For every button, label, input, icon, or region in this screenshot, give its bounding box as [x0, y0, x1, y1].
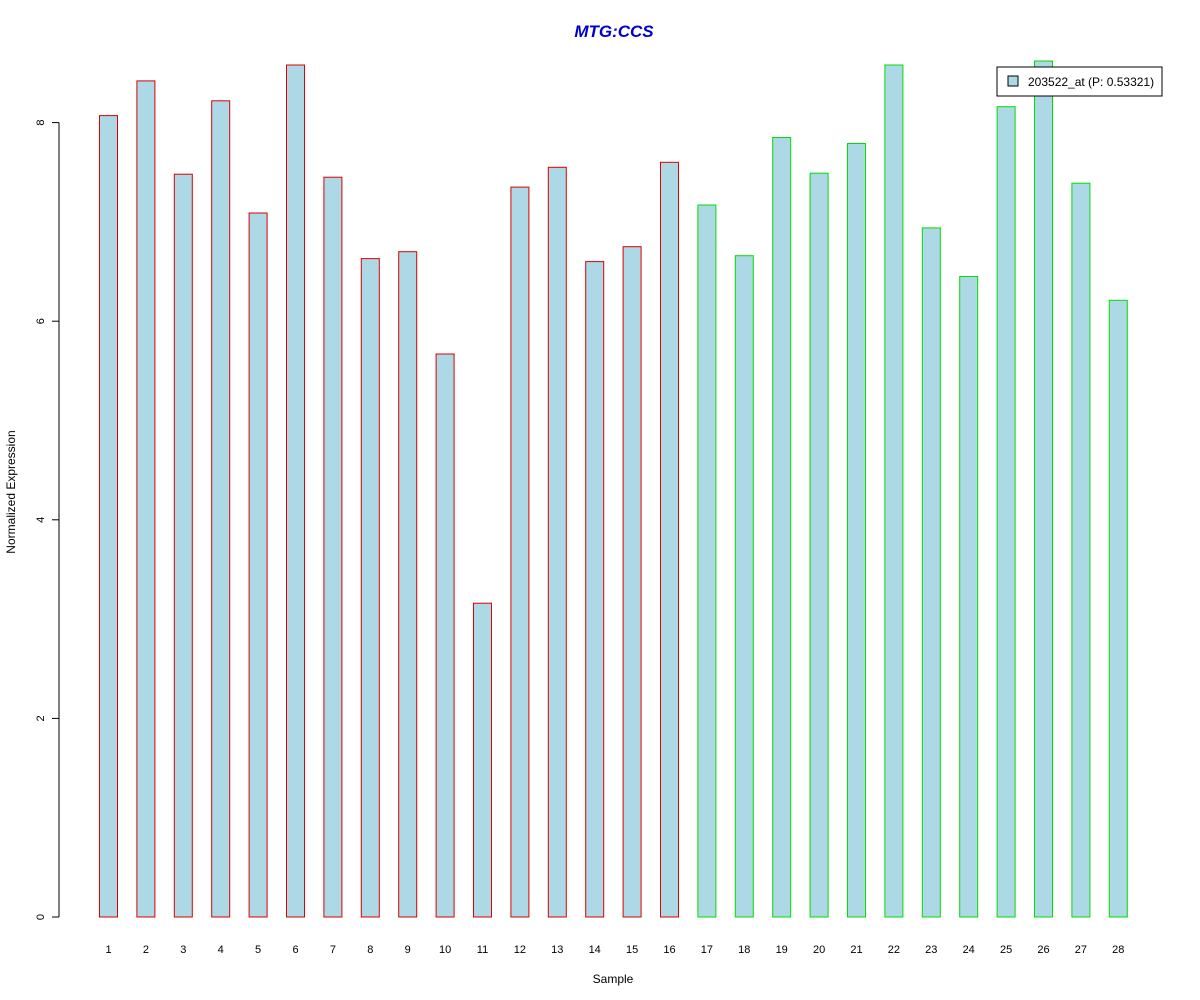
bar-sample-10	[435, 353, 455, 918]
legend-swatch	[1007, 75, 1019, 87]
x-tick-label: 2	[143, 944, 149, 956]
y-tick-label: 8	[35, 120, 47, 126]
x-tick-label: 8	[367, 944, 373, 956]
bar-sample-22	[884, 64, 904, 918]
bar-sample-16	[660, 161, 679, 918]
x-tick-label: 10	[439, 944, 451, 956]
x-tick-label: 6	[292, 944, 298, 956]
bar-sample-21	[847, 143, 866, 918]
x-tick-label: 5	[255, 944, 261, 956]
bar-sample-14	[585, 261, 605, 918]
bar-sample-15	[622, 246, 642, 918]
y-axis-label: Normalized Expression	[4, 430, 18, 553]
x-tick-label: 15	[626, 944, 638, 956]
bar-sample-12	[510, 186, 530, 918]
x-tick-label: 26	[1037, 944, 1049, 956]
bar-sample-3	[173, 173, 193, 918]
bar-sample-8	[360, 258, 380, 918]
y-tick-label: 2	[35, 715, 47, 721]
x-tick-label: 7	[330, 944, 336, 956]
bar-sample-1	[99, 115, 118, 918]
bar-sample-24	[959, 276, 979, 918]
bar-sample-2	[136, 80, 156, 918]
x-tick-label: 13	[551, 944, 563, 956]
y-tick-label: 0	[35, 914, 47, 920]
x-tick-label: 21	[850, 944, 862, 956]
x-tick-label: 24	[963, 944, 975, 956]
bar-sample-25	[996, 106, 1016, 918]
bar-sample-20	[809, 172, 829, 918]
x-tick-label: 28	[1112, 944, 1124, 956]
x-tick-label: 23	[925, 944, 937, 956]
y-tick-label: 4	[35, 517, 47, 523]
y-axis: 0 2 4 6 8	[35, 120, 60, 920]
bar-sample-27	[1071, 182, 1091, 918]
x-tick-label: 3	[180, 944, 186, 956]
x-tick-label: 11	[477, 944, 488, 956]
legend-box	[996, 66, 1163, 97]
x-tick-label: 25	[1000, 944, 1012, 956]
x-axis-label: Sample	[593, 972, 634, 986]
legend-label: 203522_at (P: 0.53321)	[1028, 75, 1154, 89]
chart-title: MTG:CCS	[574, 22, 654, 41]
x-tick-label: 9	[405, 944, 411, 956]
bar-sample-13	[547, 166, 567, 918]
x-tick-label: 16	[663, 944, 675, 956]
bar-sample-7	[323, 176, 343, 918]
x-tick-label: 22	[888, 944, 900, 956]
x-tick-label: 27	[1075, 944, 1087, 956]
y-tick-label: 6	[35, 318, 47, 324]
bar-sample-4	[211, 100, 231, 918]
x-tick-label: 20	[813, 944, 825, 956]
x-tick-label: 4	[218, 944, 224, 956]
bar-sample-23	[921, 227, 941, 918]
bar-sample-9	[398, 251, 418, 918]
x-tick-labels: 1 2 3 4 5 6 7 8 9 10 11 12 13 14 15 16 17 18 19 20 21 22 23 24 2…	[105, 944, 1124, 956]
bar-sample-19	[772, 137, 792, 918]
bar-sample-18	[734, 255, 754, 918]
bar-sample-26	[1034, 60, 1053, 918]
bar-sample-5	[248, 212, 268, 918]
x-tick-label: 12	[514, 944, 526, 956]
bar-sample-11	[473, 602, 492, 918]
bar-sample-6	[286, 64, 305, 918]
bar-sample-28	[1108, 299, 1128, 918]
x-tick-label: 19	[776, 944, 788, 956]
x-tick-label: 1	[105, 944, 111, 956]
x-tick-label: 18	[738, 944, 750, 956]
x-tick-label: 17	[701, 944, 713, 956]
x-tick-label: 14	[589, 944, 601, 956]
bars	[99, 60, 1128, 918]
bar-sample-17	[697, 204, 717, 918]
legend: 203522_at (P: 0.53321)	[996, 66, 1163, 97]
